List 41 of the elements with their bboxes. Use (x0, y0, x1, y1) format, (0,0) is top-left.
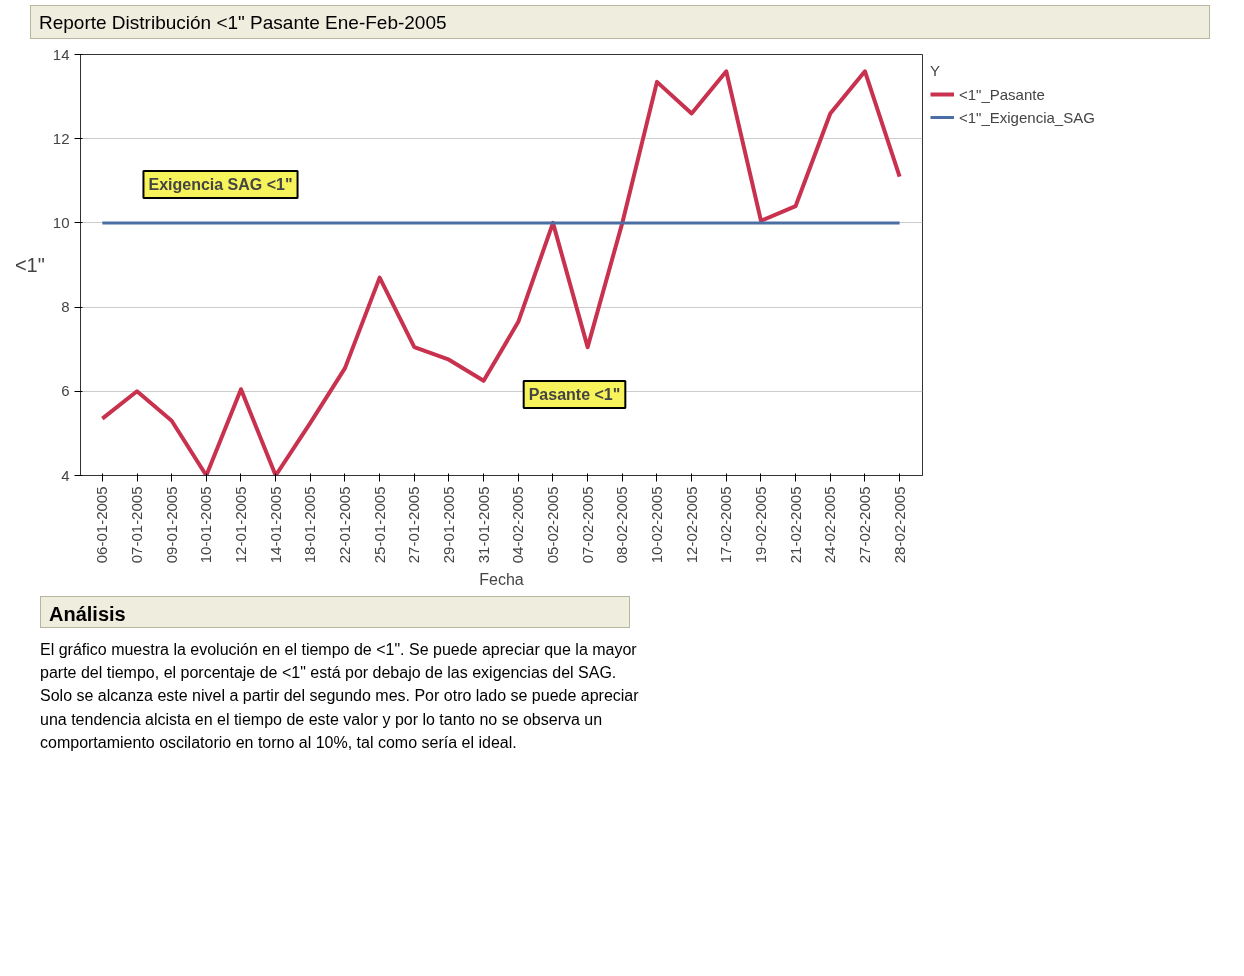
x-tick-label: 14-01-2005 (266, 486, 284, 564)
x-tick-label: 05-02-2005 (543, 486, 561, 564)
x-tick-label: 07-02-2005 (578, 486, 596, 564)
x-tick-label: 21-02-2005 (786, 486, 804, 564)
x-tick-label: 07-01-2005 (128, 486, 145, 564)
x-tick-label: 29-01-2005 (439, 486, 457, 564)
x-axis-title: Fecha (479, 571, 524, 589)
x-tick-label: 31-01-2005 (474, 486, 492, 564)
x-tick-label: 09-01-2005 (162, 486, 180, 564)
x-tick-label: 12-02-2005 (682, 486, 700, 564)
legend-label: <1"_Exigencia_SAG (959, 108, 1095, 126)
legend-label: <1"_Pasante (959, 85, 1045, 103)
line-series (100, 69, 902, 476)
y-tick-label: 8 (61, 298, 70, 316)
x-tick-label: 12-01-2005 (232, 486, 249, 564)
x-tick-label: 04-02-2005 (509, 486, 527, 564)
y-tick-label: 6 (61, 382, 70, 400)
x-tick-label: 10-02-2005 (647, 486, 665, 564)
text: Análisis (49, 602, 126, 627)
x-tick-label: 27-01-2005 (405, 486, 423, 564)
x-tick-label: 28-02-2005 (890, 486, 908, 564)
annotation: Pasante <1" (528, 386, 621, 403)
text: El gráfico muestra la evolución en el tiempo de <1". Se puede apreciar que la mayor parte del tiempo, el porcentaje de <1" está por debajo de las exigencias del SAG. Solo se alcanza este nivel a partir del segundo mes. Por otro lado se puede apreciar una tendencia alcista en el tiempo de este valor y por lo tanto no se observa un comportamiento oscilatorio en torno al 10%, tal como sería el ideal. (40, 640, 640, 753)
x-tick-label: 08-02-2005 (613, 486, 631, 564)
y-axis-title: <1" (14, 254, 45, 276)
x-tick-label: 10-01-2005 (197, 486, 215, 564)
y-tick-label: 14 (52, 45, 70, 63)
x-tick-label: 25-01-2005 (370, 486, 388, 564)
chart-title: Reporte Distribución <1" Pasante Ene-Feb-2005 (39, 11, 447, 35)
x-tick-label: 17-02-2005 (717, 486, 735, 564)
y-tick-label: 4 (61, 466, 70, 484)
y-tick-label: 12 (52, 129, 70, 147)
x-tick-label: 22-01-2005 (335, 486, 353, 564)
y-tick-label: 10 (52, 213, 70, 231)
x-tick-label: 24-02-2005 (821, 486, 839, 564)
x-tick-label: 06-01-2005 (93, 486, 111, 564)
x-tick-label: 27-02-2005 (855, 486, 873, 564)
legend-title: Y (930, 62, 941, 79)
x-tick-label: 19-02-2005 (751, 486, 769, 564)
x-tick-label: 18-01-2005 (301, 486, 319, 564)
annotation: Exigencia SAG <1" (148, 176, 293, 193)
